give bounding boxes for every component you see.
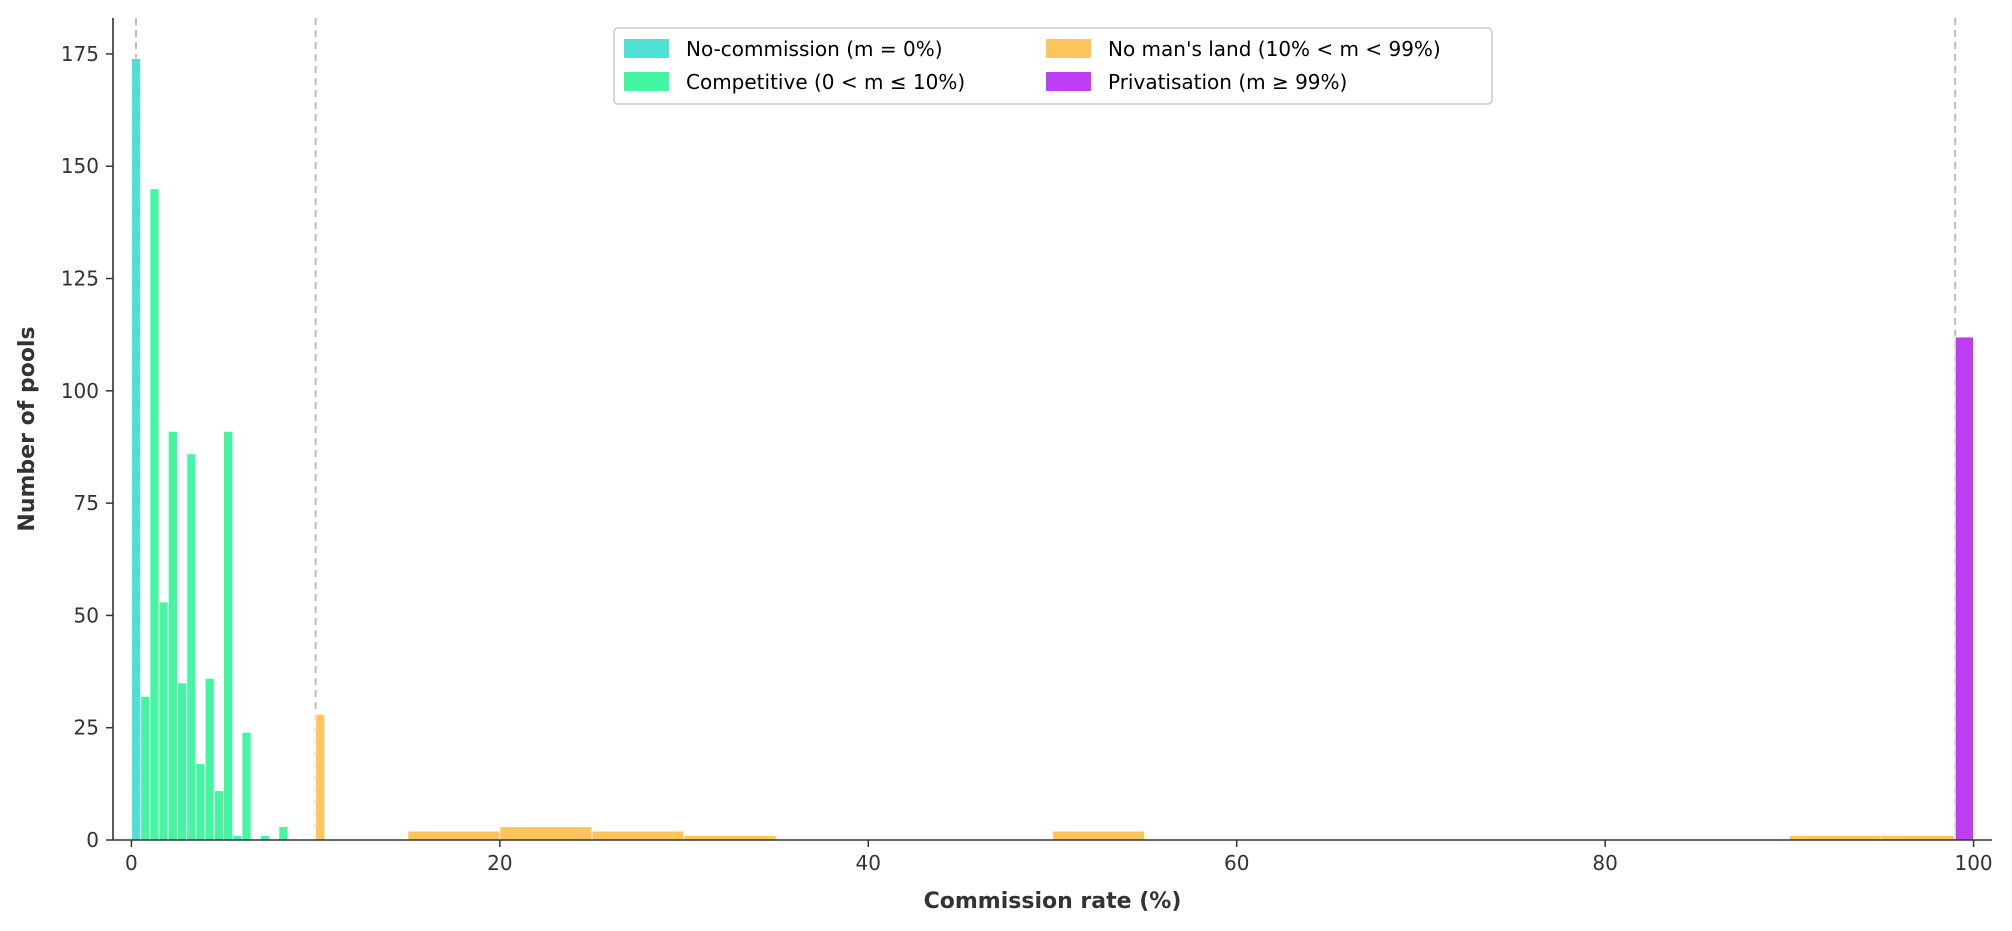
legend-label-2: No man's land (10% < m < 99%) [1108,37,1441,61]
legend-frame [613,27,1493,105]
bar-s2-0 [315,713,326,841]
histogram-bars [130,57,1975,841]
bar-s1-3 [167,430,178,841]
bar-s2-5 [1052,830,1146,841]
y-tick-label-125: 125 [61,267,99,291]
y-tick-label-25: 25 [74,716,99,740]
y-tick-label-150: 150 [61,154,99,178]
x-tick-label-100: 100 [1954,851,1992,875]
x-axis-label: Commission rate (%) [924,889,1182,914]
bar-s1-7 [204,677,215,841]
legend-swatch-3 [1046,72,1091,91]
legend-swatch-2 [1046,39,1091,58]
bar-s0-0 [130,57,142,841]
y-axis-ticks: 0 25 50 75 100 125 150 175 [61,42,113,852]
bar-s1-2 [158,601,169,841]
y-tick-label-175: 175 [61,42,99,66]
y-tick-label-50: 50 [74,603,99,627]
y-axis-label: Number of pools [15,326,40,531]
x-tick-label-60: 60 [1224,851,1249,875]
bar-s2-2 [499,826,593,841]
legend: No-commission (m = 0%) Competitive (0 < m… [613,27,1493,105]
bar-s1-6 [195,763,206,841]
bar-s2-3 [591,830,685,841]
bar-s2-1 [407,830,501,841]
x-tick-label-40: 40 [856,851,881,875]
x-tick-label-20: 20 [487,851,512,875]
legend-label-3: Privatisation (m ≥ 99%) [1108,70,1347,94]
bar-s1-13 [278,826,289,841]
y-tick-label-100: 100 [61,379,99,403]
bar-s1-0 [140,695,151,841]
bar-s3-0 [1954,336,1975,841]
legend-label-0: No-commission (m = 0%) [686,37,943,61]
legend-swatch-0 [624,39,669,58]
threshold-lines [135,18,1957,840]
bar-s1-11 [241,731,252,841]
axes [112,18,1992,841]
x-axis-ticks: 0 20 40 60 80 100 [125,840,1993,875]
legend-swatch-1 [624,72,669,91]
y-tick-label-75: 75 [74,491,99,515]
legend-label-1: Competitive (0 < m ≤ 10%) [686,70,965,94]
x-tick-label-80: 80 [1592,851,1617,875]
bar-s1-9 [223,430,234,841]
bar-s1-1 [149,188,160,841]
bar-s1-5 [186,453,197,841]
y-tick-label-0: 0 [86,828,99,852]
bar-s1-8 [213,790,225,841]
bar-s1-4 [176,682,188,841]
x-tick-label-0: 0 [125,851,138,875]
